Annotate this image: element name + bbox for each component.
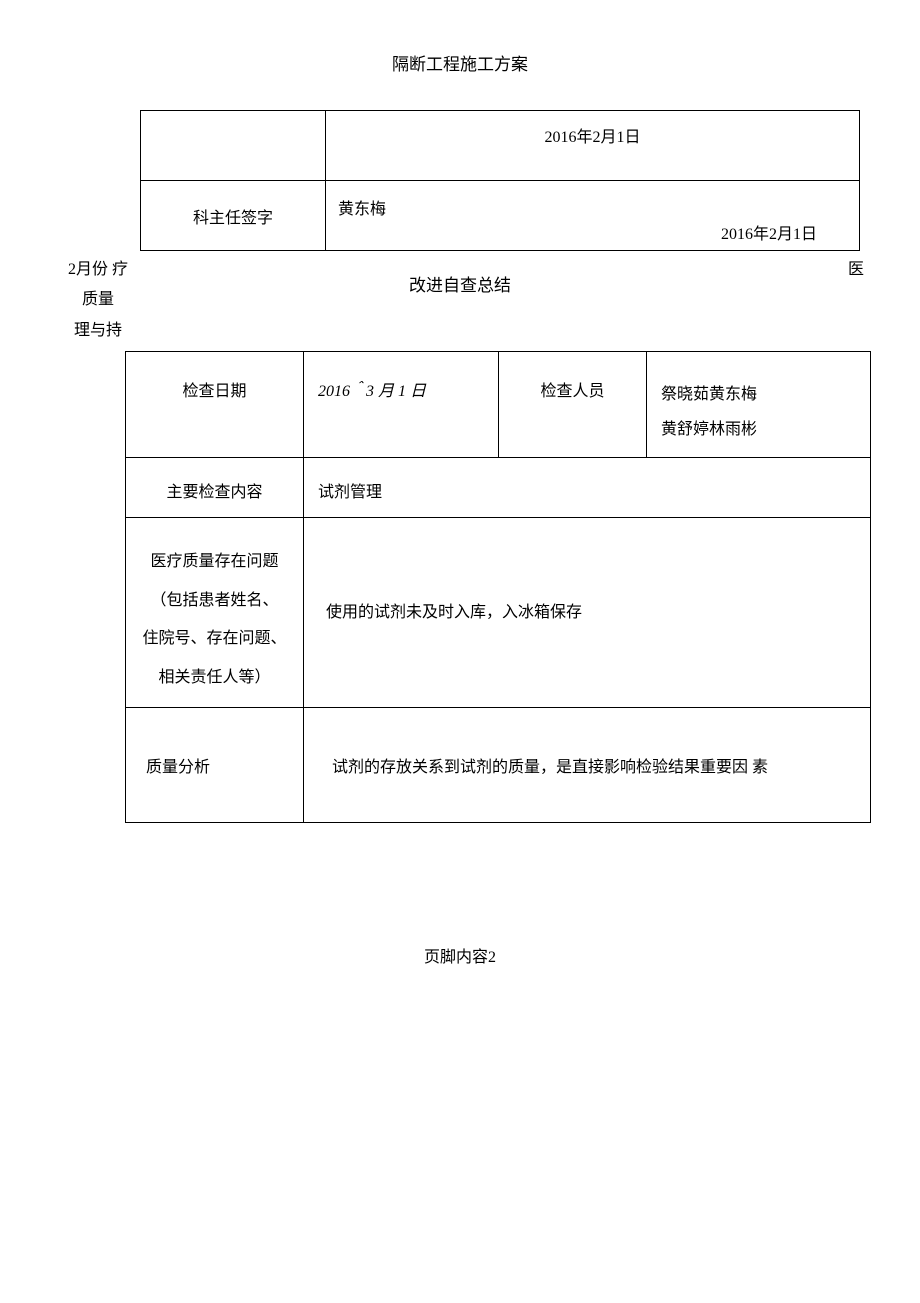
main-content-label: 主要检查内容: [126, 458, 304, 518]
inspector-line2: 黄舒婷林雨彬: [661, 421, 757, 438]
left-wrap-text: 2月份 疗 质量 理与持: [58, 255, 138, 346]
director-sign-label: 科主任签字: [141, 181, 326, 251]
table-row: 检查日期 2016＾3 月 1 日 检查人员 祭晓茹黄东梅 黄舒婷林雨彬: [126, 352, 871, 458]
section-title: 改进自查总结: [20, 271, 900, 296]
page-footer: 页脚内容2: [20, 943, 900, 967]
inspector-label: 检查人员: [499, 352, 647, 458]
issues-line1: 医疗质量存在问题: [150, 553, 278, 570]
left-text-line1: 2月份 疗: [68, 261, 128, 278]
quality-analysis-label: 质量分析: [126, 708, 304, 823]
table-row: 主要检查内容 试剂管理: [126, 458, 871, 518]
date-text: 2016年2月1日: [338, 119, 847, 147]
left-text-line2: 质量: [82, 291, 114, 308]
quality-issues-value: 使用的试剂未及时入库，入冰箱保存: [304, 518, 871, 708]
issues-line4: 相关责任人等）: [158, 669, 270, 686]
left-text-line3: 理与持: [74, 322, 122, 339]
quality-issues-label: 医疗质量存在问题 （包括患者姓名、 住院号、存在问题、 相关责任人等）: [126, 518, 304, 708]
director-sign-cell: 黄东梅 2016年2月1日: [326, 181, 860, 251]
table-row: 科主任签字 黄东梅 2016年2月1日: [141, 181, 860, 251]
document-title: 隔断工程施工方案: [20, 50, 900, 75]
inspector-names: 祭晓茹黄东梅 黄舒婷林雨彬: [647, 352, 871, 458]
empty-cell: [141, 111, 326, 181]
inspector-line1: 祭晓茹黄东梅: [661, 386, 757, 403]
inspection-date-label: 检查日期: [126, 352, 304, 458]
table-row: 质量分析 试剂的存放关系到试剂的质量，是直接影响检验结果重要因 素: [126, 708, 871, 823]
issues-line2: （包括患者姓名、: [150, 592, 278, 609]
inspection-date-value: 2016＾3 月 1 日: [304, 352, 499, 458]
signature-table: 2016年2月1日 科主任签字 黄东梅 2016年2月1日: [140, 110, 860, 251]
sign-date: 2016年2月1日: [721, 220, 817, 244]
main-content-value: 试剂管理: [304, 458, 871, 518]
inspection-table: 检查日期 2016＾3 月 1 日 检查人员 祭晓茹黄东梅 黄舒婷林雨彬 主要检…: [125, 351, 871, 823]
right-wrap-text: 医: [848, 255, 864, 279]
table-row: 医疗质量存在问题 （包括患者姓名、 住院号、存在问题、 相关责任人等） 使用的试…: [126, 518, 871, 708]
quality-analysis-value: 试剂的存放关系到试剂的质量，是直接影响检验结果重要因 素: [304, 708, 871, 823]
table-row: 2016年2月1日: [141, 111, 860, 181]
director-name: 黄东梅: [338, 189, 847, 219]
issues-line3: 住院号、存在问题、: [142, 630, 286, 647]
date-cell: 2016年2月1日: [326, 111, 860, 181]
top-section: 2月份 疗 质量 理与持 医 2016年2月1日 科主任签字 黄东梅 2016年…: [20, 110, 900, 251]
